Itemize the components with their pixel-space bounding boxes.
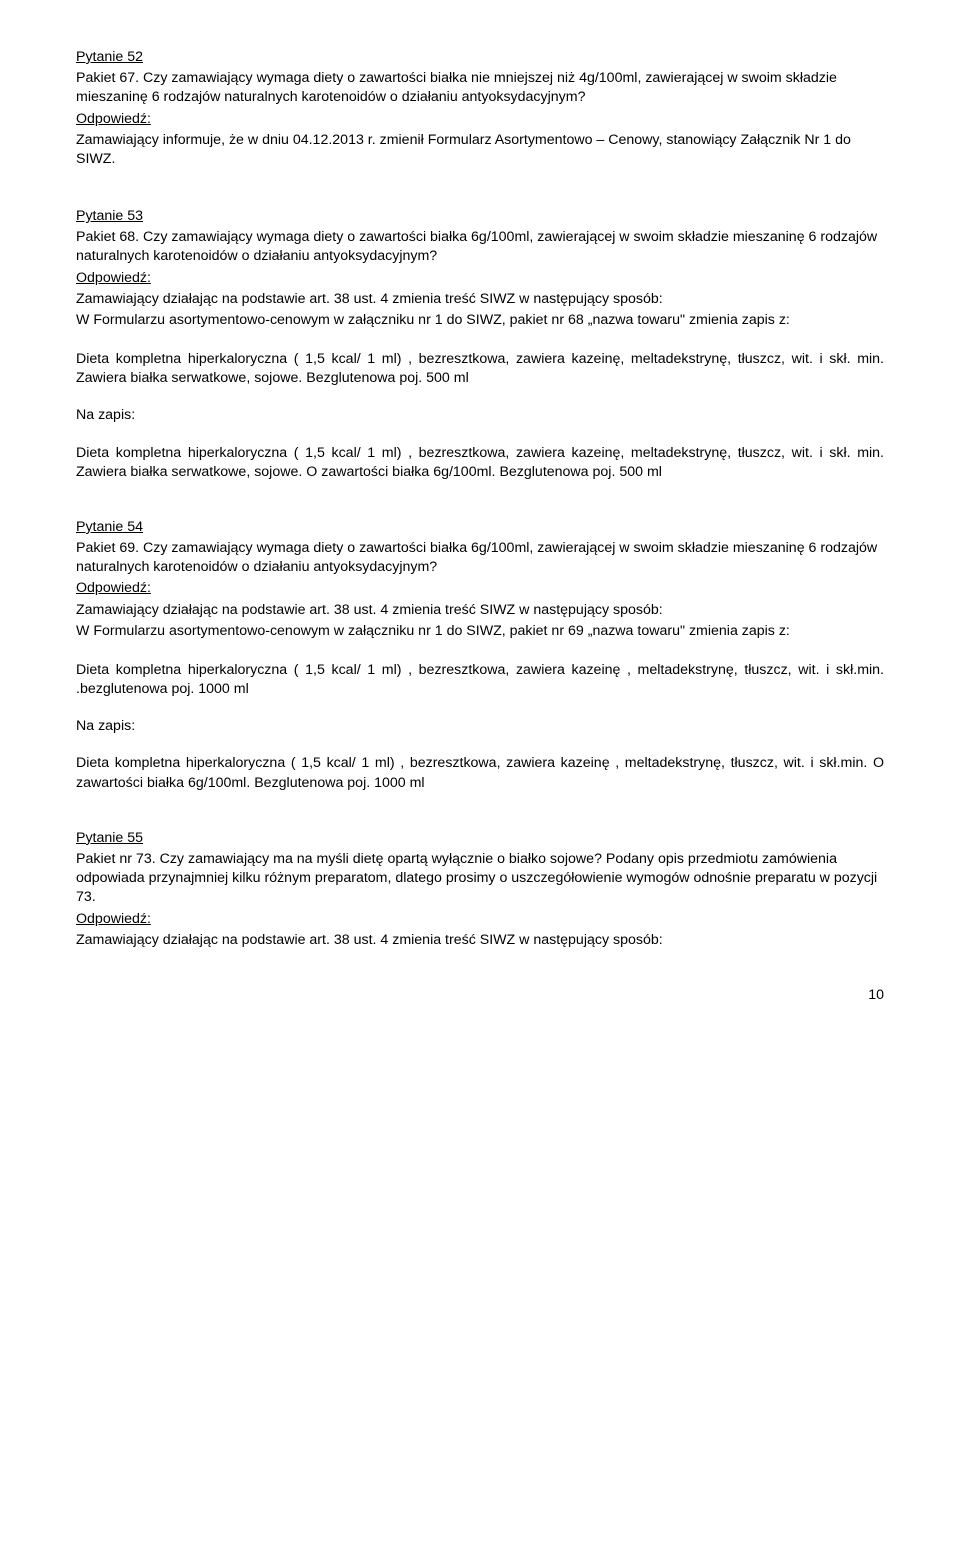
answer-55-line1: Zamawiający działając na podstawie art. … <box>76 931 884 950</box>
answer-55-label: Odpowiedź: <box>76 910 884 929</box>
question-55-body: Pakiet nr 73. Czy zamawiający ma na myśl… <box>76 850 884 908</box>
question-54-heading: Pytanie 54 <box>76 518 884 537</box>
answer-54-line2: W Formularzu asortymentowo-cenowym w zał… <box>76 622 884 641</box>
question-52-block: Pytanie 52 Pakiet 67. Czy zamawiający wy… <box>76 48 884 169</box>
question-53-heading: Pytanie 53 <box>76 207 884 226</box>
na-zapis-53: Na zapis: <box>76 406 884 425</box>
answer-53-label: Odpowiedź: <box>76 269 884 288</box>
question-55-block: Pytanie 55 Pakiet nr 73. Czy zamawiający… <box>76 829 884 950</box>
answer-53-line1: Zamawiający działając na podstawie art. … <box>76 290 884 309</box>
diet-54-after: Dieta kompletna hiperkaloryczna ( 1,5 kc… <box>76 754 884 792</box>
page-number: 10 <box>76 986 884 1005</box>
diet-53-before: Dieta kompletna hiperkaloryczna ( 1,5 kc… <box>76 350 884 388</box>
na-zapis-54: Na zapis: <box>76 717 884 736</box>
answer-52-label: Odpowiedź: <box>76 110 884 129</box>
answer-54-label: Odpowiedź: <box>76 579 884 598</box>
question-52-body: Pakiet 67. Czy zamawiający wymaga diety … <box>76 69 884 107</box>
document-page: Pytanie 52 Pakiet 67. Czy zamawiający wy… <box>0 0 960 1053</box>
answer-54-line1: Zamawiający działając na podstawie art. … <box>76 601 884 620</box>
question-54-block: Pytanie 54 Pakiet 69. Czy zamawiający wy… <box>76 518 884 641</box>
answer-52-body: Zamawiający informuje, że w dniu 04.12.2… <box>76 131 884 169</box>
spacer <box>76 189 884 207</box>
diet-54-before: Dieta kompletna hiperkaloryczna ( 1,5 kc… <box>76 661 884 699</box>
question-52-heading: Pytanie 52 <box>76 48 884 67</box>
question-53-body: Pakiet 68. Czy zamawiający wymaga diety … <box>76 228 884 266</box>
question-55-heading: Pytanie 55 <box>76 829 884 848</box>
question-53-block: Pytanie 53 Pakiet 68. Czy zamawiający wy… <box>76 207 884 330</box>
question-54-body: Pakiet 69. Czy zamawiający wymaga diety … <box>76 539 884 577</box>
answer-53-line2: W Formularzu asortymentowo-cenowym w zał… <box>76 311 884 330</box>
diet-53-after: Dieta kompletna hiperkaloryczna ( 1,5 kc… <box>76 444 884 482</box>
